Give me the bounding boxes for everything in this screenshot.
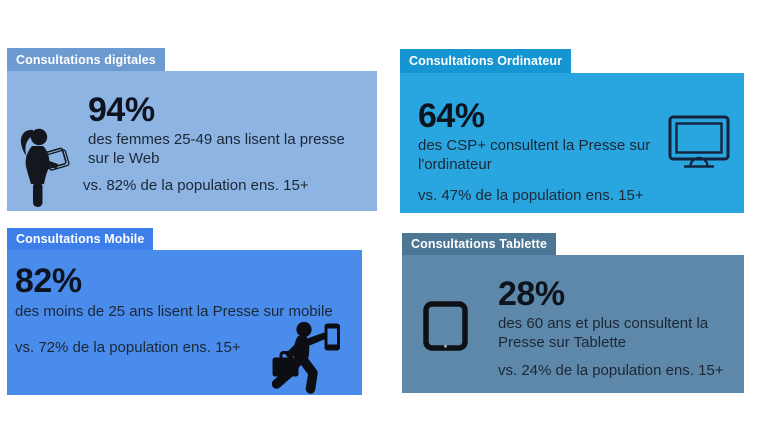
stat-percent: 64% [418, 97, 485, 135]
panel-tab: Consultations Mobile [7, 228, 154, 250]
stat-comparison: vs. 47% de la population ens. 15+ [418, 187, 644, 205]
stat-block: 64% des CSP+ consultent la Presse sur l'… [418, 99, 718, 205]
stat-description: des moins de 25 ans lisent la Presse sur… [15, 303, 333, 320]
stat-block: 28% des 60 ans et plus consultent la Pre… [498, 277, 744, 380]
stat-description: des 60 ans et plus consultent la Presse … [498, 315, 709, 352]
panel-consultations-ordinateur: Consultations Ordinateur 64% des CSP+ co… [400, 49, 744, 213]
stat-comparison: vs. 72% de la population ens. 15+ [15, 339, 241, 357]
panel-consultations-tablette: Consultations Tablette 28% des 60 ans et… [402, 233, 744, 393]
desktop-monitor-icon [668, 115, 730, 168]
panel-tab-label: Consultations Ordinateur [409, 54, 563, 68]
stat-description: des CSP+ consultent la Presse sur l'ordi… [418, 137, 651, 174]
panel-tab-label: Consultations Tablette [411, 237, 548, 251]
stat-description: des femmes 25-49 ans lisent la presse su… [88, 131, 345, 168]
woman-reading-tablet-icon [20, 128, 70, 207]
panel-tab: Consultations digitales [7, 48, 165, 71]
tablet-icon [423, 301, 468, 351]
person-walking-phone-icon [271, 321, 340, 394]
stat-block: 82% des moins de 25 ans lisent la Presse… [15, 264, 362, 357]
stat-comparison: vs. 82% de la population ens. 15+ [83, 177, 309, 195]
stat-block: 94% des femmes 25-49 ans lisent la press… [83, 91, 380, 195]
panel-body: 94% des femmes 25-49 ans lisent la press… [7, 71, 377, 211]
stat-comparison: vs. 24% de la population ens. 15+ [498, 362, 724, 380]
stat-percent: 82% [15, 262, 82, 300]
panel-consultations-mobile: Consultations Mobile 82% des moins [7, 228, 362, 395]
stat-percent: 94% [88, 91, 155, 129]
stat-percent: 28% [498, 275, 565, 313]
panel-body: 82% des moins de 25 ans lisent la Presse… [7, 250, 362, 395]
panel-consultations-digitales: Consultations digitales 94% des femmes 2 [7, 48, 377, 211]
panel-body: 64% des CSP+ consultent la Presse sur l'… [400, 73, 744, 213]
panel-tab: Consultations Ordinateur [400, 49, 572, 73]
panel-tab-label: Consultations digitales [16, 52, 156, 67]
panel-tab: Consultations Tablette [402, 233, 557, 255]
panel-body: 28% des 60 ans et plus consultent la Pre… [402, 255, 744, 393]
panel-tab-label: Consultations Mobile [16, 232, 145, 246]
